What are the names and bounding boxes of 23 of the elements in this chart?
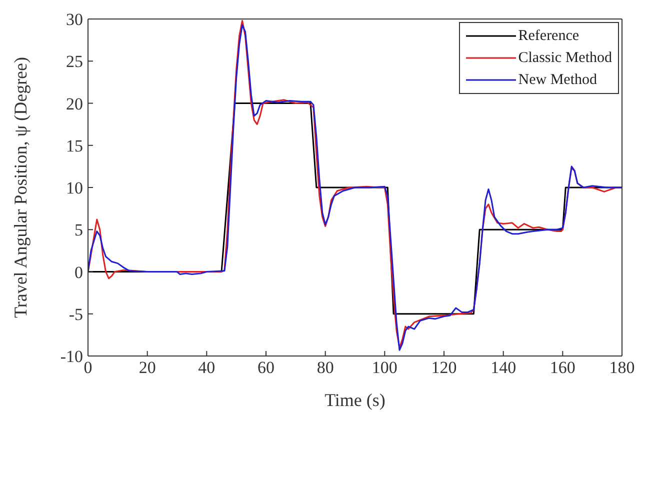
x-tick-label: 20	[138, 358, 156, 378]
x-tick-label: 160	[550, 358, 576, 378]
x-tick-label: 180	[609, 358, 635, 378]
y-tick-label: 15	[66, 136, 83, 156]
y-axis-title: Travel Angular Position, ψ (Degree)	[10, 56, 30, 318]
legend-label: Reference	[518, 27, 580, 46]
x-tick-label: 140	[490, 358, 516, 378]
x-tick-label: 120	[431, 358, 457, 378]
x-tick-label: 60	[258, 358, 274, 378]
x-tick-label: 100	[372, 358, 398, 378]
x-tick-label: 80	[316, 358, 334, 378]
y-tick-label: -10	[60, 347, 83, 366]
legend-label: Classic Method	[518, 49, 612, 68]
y-tick-label: 30	[66, 10, 83, 30]
x-tick-label: 40	[198, 358, 216, 378]
y-tick-label: 20	[66, 94, 83, 114]
y-tick-label: 25	[66, 52, 83, 72]
y-tick-label: -5	[68, 304, 83, 324]
x-axis-title: Time (s)	[324, 390, 386, 410]
legend-label: New Method	[518, 71, 597, 90]
y-tick-label: 5	[74, 220, 83, 240]
y-tick-label: 0	[74, 262, 83, 282]
y-tick-label: 10	[66, 178, 83, 198]
